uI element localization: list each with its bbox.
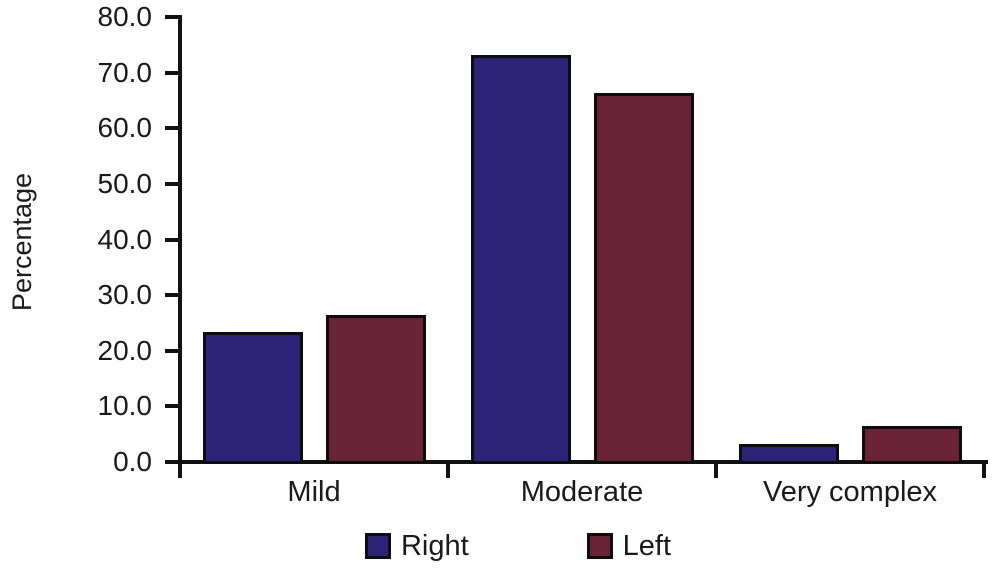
legend-label-left: Left: [622, 530, 672, 562]
y-tick-mark: [165, 126, 180, 131]
legend-swatch-right: [364, 533, 391, 559]
legend-item-left: Left: [586, 530, 672, 562]
y-axis-line: [178, 15, 182, 468]
legend-swatch-left: [586, 533, 613, 559]
x-tick-mark: [714, 460, 718, 478]
x-category-label: Moderate: [520, 476, 644, 508]
legend: Right Left: [44, 528, 992, 564]
y-tick-mark: [165, 237, 180, 242]
y-axis-title: Percentage: [7, 172, 37, 312]
y-tick-mark: [165, 15, 180, 19]
legend-label-right: Right: [400, 530, 469, 562]
y-tick-label: 80.0: [97, 1, 153, 32]
bar-left-mild: [326, 315, 426, 464]
bar-left-very-complex: [862, 426, 962, 464]
y-tick-label: 20.0: [97, 334, 153, 366]
y-tick-label: 10.0: [97, 390, 153, 422]
y-tick-label: 50.0: [97, 167, 153, 199]
y-tick-mark: [165, 293, 180, 298]
bar-right-very-complex: [739, 443, 839, 464]
x-tick-mark: [982, 460, 986, 478]
y-tick-label: 30.0: [97, 279, 153, 311]
y-tick-label: 0.0: [113, 446, 152, 477]
y-tick-mark: [165, 181, 180, 186]
bar-left-moderate: [594, 92, 694, 464]
y-tick-mark: [165, 404, 180, 409]
y-tick-mark: [165, 70, 180, 75]
y-tick-mark: [165, 460, 180, 464]
bar-right-mild: [203, 332, 303, 464]
x-axis-line: [166, 460, 988, 464]
legend-item-right: Right: [364, 530, 469, 562]
x-tick-mark: [178, 460, 182, 478]
y-tick-label: 70.0: [97, 56, 153, 88]
bar-right-moderate: [471, 54, 571, 464]
x-tick-mark: [446, 460, 450, 478]
x-category-label: Mild: [287, 476, 341, 508]
x-category-label: Very complex: [762, 476, 938, 508]
y-tick-mark: [165, 348, 180, 353]
y-tick-label: 60.0: [97, 112, 153, 144]
y-tick-label: 40.0: [97, 223, 153, 255]
